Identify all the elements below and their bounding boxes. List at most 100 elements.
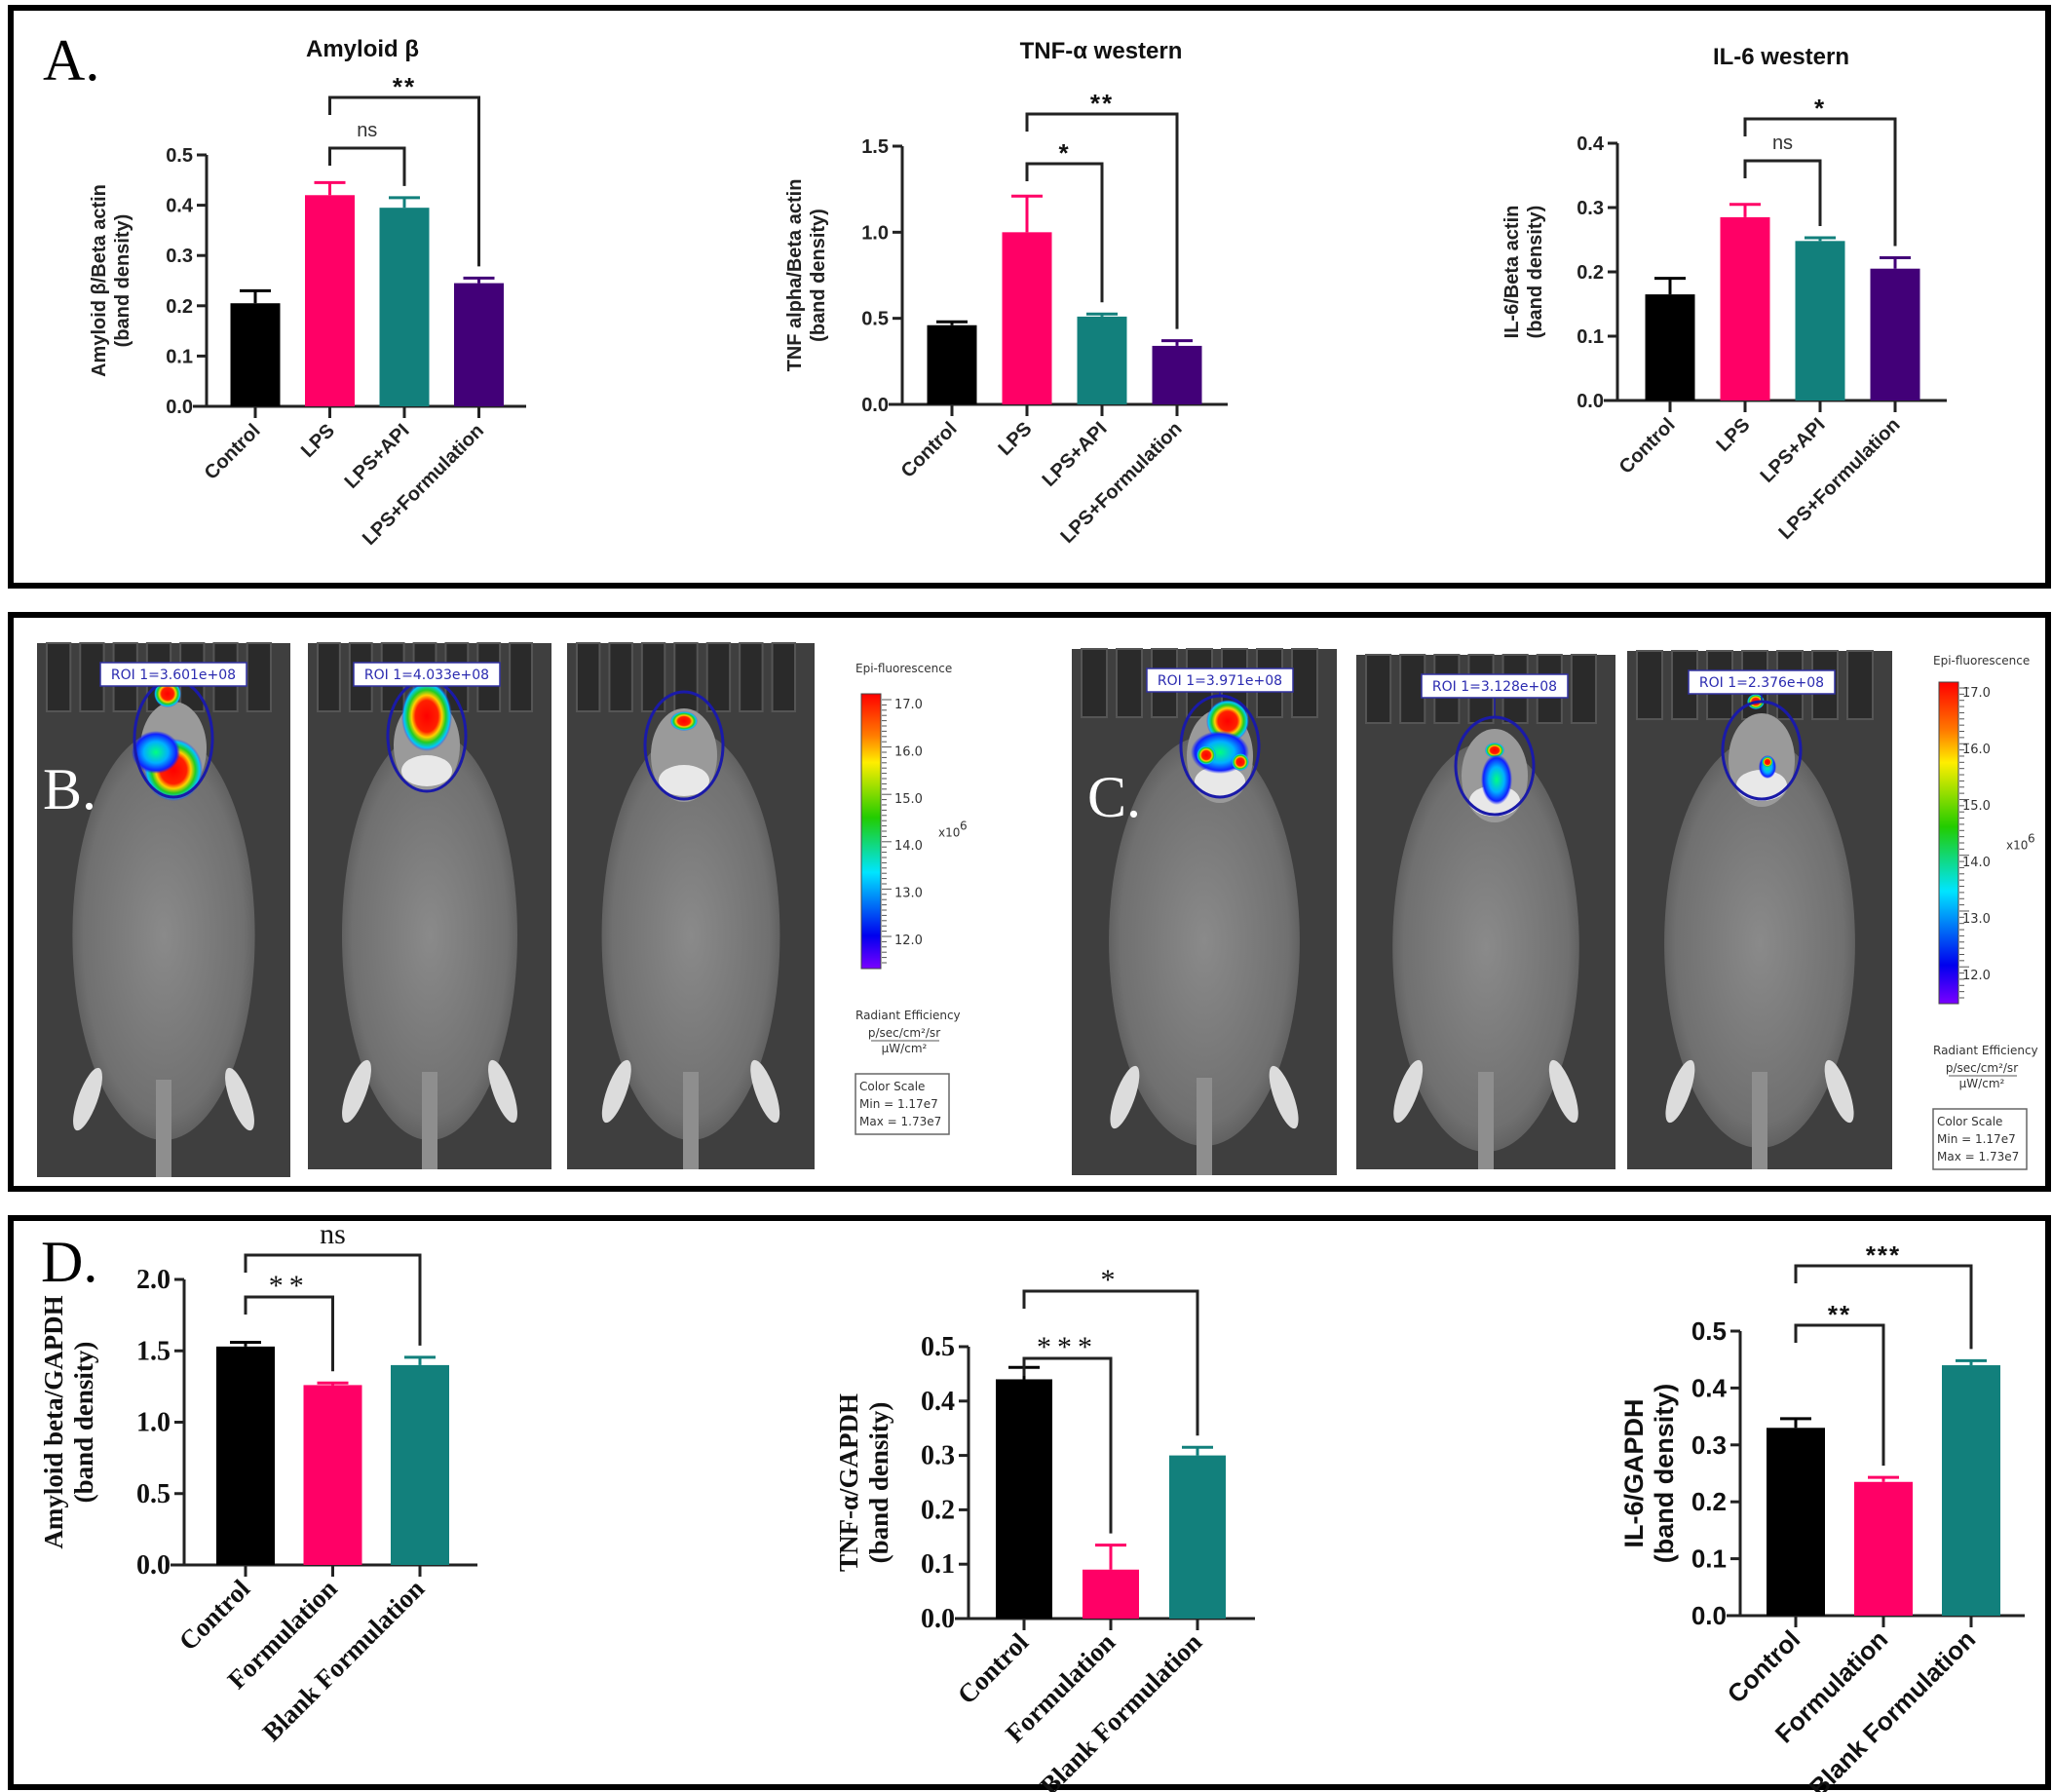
bar-chart-d1: 0.0 0.5 1.0 1.5 2.0 Amyloid beta/GAPDH (band d…	[39, 1218, 477, 1747]
significance-bracket	[1794, 1323, 1885, 1467]
mouse-image: ROI 1=4.033e+08	[308, 642, 551, 1169]
x-tick-label: LPS	[1712, 414, 1754, 456]
colorbar-multiplier-exponent: 6	[2028, 832, 2035, 846]
y-tick-label: 1.0	[861, 222, 889, 244]
colorbar-tick-label: 15.0	[1962, 799, 1991, 814]
bar-lps	[305, 195, 355, 406]
x-tick-label: Blank Formulation	[1035, 1627, 1208, 1792]
y-tick-label: 0.3	[921, 1441, 955, 1471]
colorbar-title: Epi-fluorescence	[855, 662, 952, 675]
colorbar-tick-label: 16.0	[1962, 743, 1991, 757]
significance-label: **	[269, 1270, 310, 1302]
significance-label: ***	[1037, 1331, 1098, 1363]
bar-lps-api	[1795, 241, 1845, 400]
fluorescence-signal	[670, 711, 698, 731]
panel-a-border	[8, 5, 2051, 589]
y-axis-label: IL-6/Beta actin	[1501, 206, 1523, 339]
y-tick-label: 1.5	[136, 1336, 171, 1366]
significance-bracket	[1025, 112, 1179, 329]
fluorescence-signal	[1481, 754, 1512, 805]
panel-label-a: A.	[43, 28, 99, 93]
colorbar-title: Epi-fluorescence	[1933, 654, 2030, 667]
roi-ellipse	[643, 690, 725, 801]
bar-formulation	[1083, 1569, 1139, 1619]
colorbar-tick-label: 16.0	[894, 744, 923, 759]
imaging-panel-c: ROI 1=3.971e+08 ROI 1=3.128e+08 ROI 1=2.37…	[1072, 648, 2038, 1175]
bar-lps-formulation	[1870, 268, 1920, 400]
significance-label: ***	[1866, 1240, 1901, 1270]
y-tick-label: 0.4	[1691, 1373, 1728, 1402]
y-tick-label: 0.0	[921, 1604, 955, 1634]
x-tick-label: LPS	[297, 420, 339, 462]
unit-numerator: p/sec/cm²/sr	[868, 1026, 940, 1040]
unit-denominator: µW/cm²	[1959, 1077, 2005, 1090]
bar-chart-a1: Amyloid β 0.0 0.1 0.2 0.3 0.4 0.5 Amyloid β/Bet…	[89, 36, 526, 550]
panel-b-c-border	[8, 612, 2051, 1192]
significance-label: *	[1058, 138, 1070, 168]
colorbar-legend: Epi-fluorescence 17.0 16.0 15.0 14.0 13.0 12.0…	[855, 662, 968, 1135]
y-tick-label: 0.3	[1577, 198, 1604, 219]
x-tick-label: LPS+API	[1039, 418, 1112, 491]
y-axis-label: IL-6/GAPDH	[1619, 1398, 1649, 1547]
bar-chart-d2: 0.0 0.1 0.2 0.3 0.4 0.5 TNF-α/GAPDH (band densi…	[834, 1264, 1255, 1792]
y-tick-label: 0.3	[166, 246, 193, 267]
colorbar-multiplier: x10	[2006, 839, 2028, 853]
significance-bracket	[244, 1295, 334, 1372]
mouse-body	[1392, 743, 1579, 1152]
color-scale-box	[1932, 1108, 2028, 1170]
bar-blank-formulation	[1169, 1455, 1226, 1619]
bar-chart-a2: TNF-α western 0.0 0.5 1.0 1.5 TNF alpha/Beta …	[784, 38, 1228, 548]
significance-bracket	[328, 95, 480, 267]
mouse-image: ROI 1=3.128e+08	[1356, 654, 1615, 1169]
x-tick-label: Blank Formulation	[257, 1574, 431, 1747]
y-tick-label: 0.2	[921, 1495, 955, 1525]
y-tick-label: 0.2	[166, 296, 193, 318]
significance-label: **	[1828, 1300, 1851, 1329]
bar-lps	[1002, 232, 1052, 404]
y-tick-label: 0.2	[1691, 1487, 1727, 1516]
unit-numerator: p/sec/cm²/sr	[1946, 1061, 2018, 1075]
bar-control	[230, 303, 281, 406]
significance-bracket	[1025, 162, 1104, 303]
bar-control	[1645, 294, 1695, 400]
x-tick-label: Control	[952, 1627, 1035, 1710]
y-tick-label: 0.1	[166, 346, 193, 367]
mouse-body	[72, 731, 255, 1140]
mouse-body	[342, 731, 517, 1140]
colorbar-multiplier-exponent: 6	[960, 820, 968, 833]
unit-denominator: µW/cm²	[882, 1042, 928, 1055]
significance-label: **	[393, 72, 416, 101]
x-tick-label: LPS+API	[1757, 414, 1830, 487]
roi-label: ROI 1=3.601e+08	[111, 667, 236, 683]
y-tick-label: 1.5	[861, 136, 889, 158]
y-tick-label: 0.0	[1691, 1601, 1727, 1630]
y-tick-label: 0.4	[1577, 133, 1605, 155]
x-tick-label: Control	[1615, 414, 1680, 478]
panel-label-d: D.	[41, 1230, 97, 1294]
y-axis-label-units: (band density)	[1650, 1384, 1679, 1564]
significance-label: ns	[320, 1218, 346, 1250]
y-axis-label: Amyloid beta/GAPDH	[39, 1295, 68, 1548]
significance-bracket	[1022, 1289, 1199, 1436]
colorbar-tick-label: 17.0	[894, 698, 923, 712]
y-tick-label: 0.5	[1691, 1316, 1727, 1346]
color-scale-max: Max = 1.73e7	[1937, 1150, 2019, 1163]
y-tick-label: 0.5	[861, 309, 889, 330]
roi-label: ROI 1=3.971e+08	[1158, 673, 1282, 689]
x-tick-label: Control	[897, 418, 962, 482]
bar-lps-api	[379, 208, 430, 406]
significance-label: *	[1814, 94, 1826, 123]
bar-blank-formulation	[391, 1364, 449, 1565]
colorbar	[1938, 681, 1959, 1005]
roi-label-box	[353, 662, 501, 687]
y-tick-label: 0.0	[166, 397, 193, 418]
chart-title: TNF-α western	[1020, 38, 1183, 64]
colorbar-tick-label: 17.0	[1962, 686, 1991, 701]
fluorescence-signal	[1485, 743, 1504, 758]
colorbar	[860, 693, 882, 970]
bar-control	[216, 1346, 275, 1565]
y-tick-label: 0.5	[136, 1479, 171, 1509]
bar-chart-d3: 0.0 0.1 0.2 0.3 0.4 0.5 IL-6/GAPDH (band densit…	[1619, 1240, 2025, 1792]
colorbar-tick-label: 13.0	[894, 887, 923, 901]
roi-label-box	[1421, 673, 1569, 699]
